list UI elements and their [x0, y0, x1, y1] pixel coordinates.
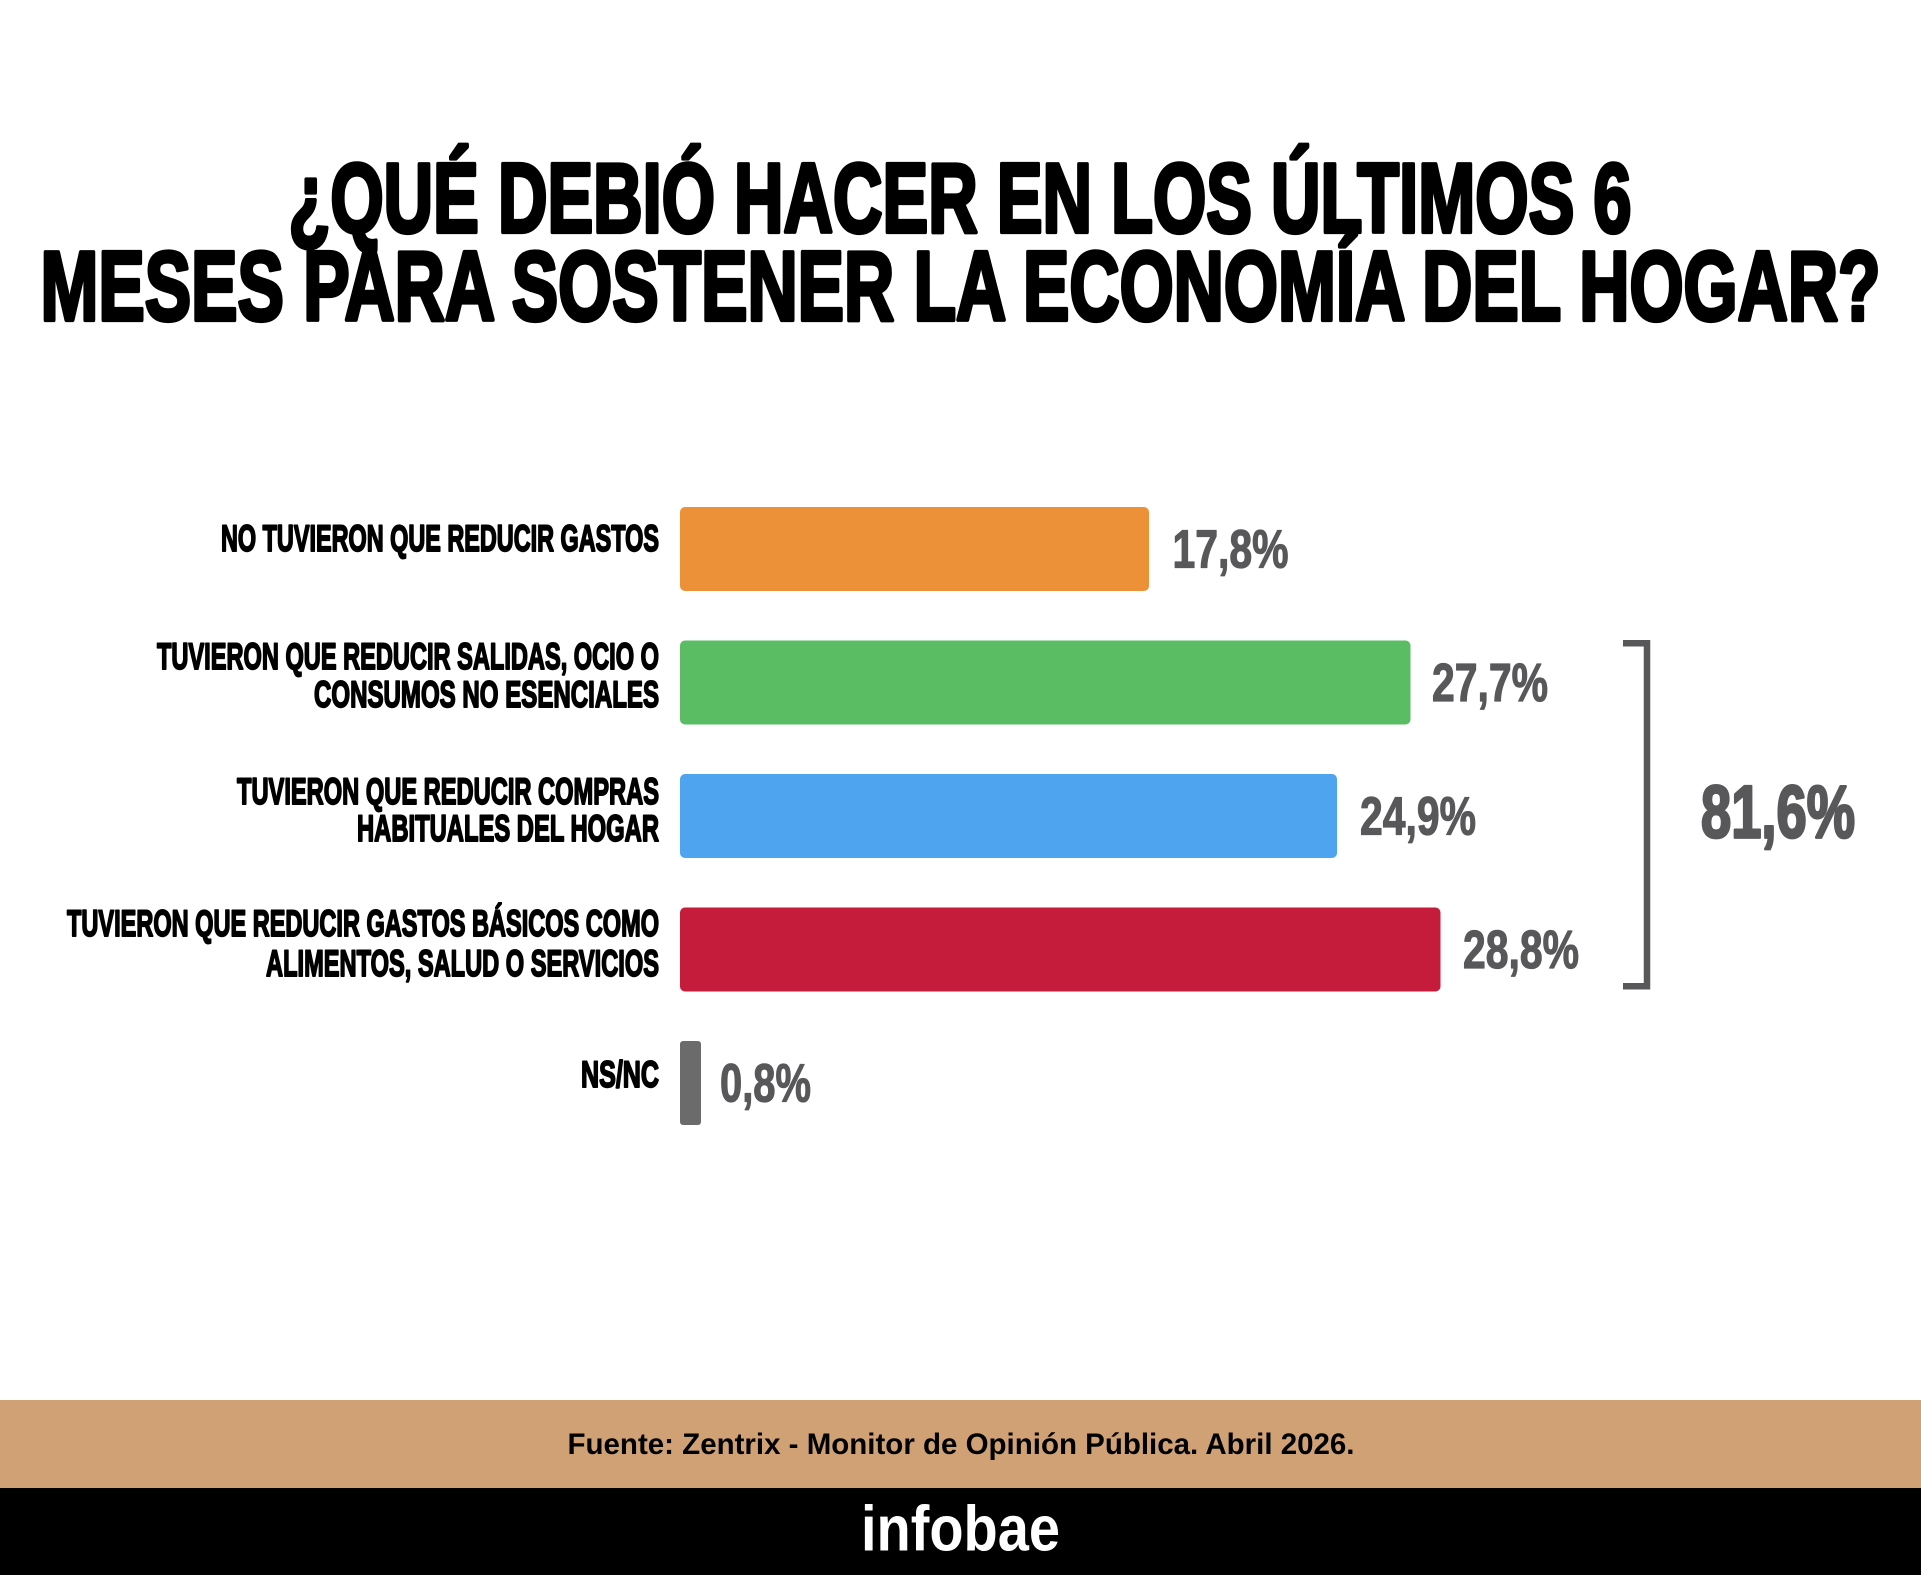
svg-text:infobae: infobae	[861, 1493, 1060, 1565]
svg-text:27,7%: 27,7%	[1432, 654, 1548, 713]
svg-text:MESES PARA SOSTENER LA ECONOMÍ: MESES PARA SOSTENER LA ECONOMÍA DEL HOGA…	[41, 231, 1881, 341]
svg-text:CONSUMOS NO ESENCIALES: CONSUMOS NO ESENCIALES	[314, 673, 659, 715]
svg-text:TUVIERON QUE REDUCIR SALIDAS,: TUVIERON QUE REDUCIR SALIDAS, OCIO O	[157, 635, 659, 677]
svg-text:NO TUVIERON QUE REDUCIR GASTOS: NO TUVIERON QUE REDUCIR GASTOS	[221, 517, 659, 559]
svg-text:81,6%: 81,6%	[1701, 771, 1855, 854]
svg-text:28,8%: 28,8%	[1463, 921, 1579, 980]
svg-text:TUVIERON QUE REDUCIR GASTOS BÁ: TUVIERON QUE REDUCIR GASTOS BÁSICOS COMO	[67, 902, 659, 944]
svg-text:24,9%: 24,9%	[1360, 788, 1476, 847]
svg-text:¿QUÉ DEBIÓ HACER EN LOS ÚLTIMO: ¿QUÉ DEBIÓ HACER EN LOS ÚLTIMOS 6	[289, 143, 1632, 253]
svg-text:Fuente: Zentrix - Monitor de O: Fuente: Zentrix - Monitor de Opinión Púb…	[568, 1428, 1355, 1461]
svg-text:17,8%: 17,8%	[1173, 521, 1289, 580]
svg-text:0,8%: 0,8%	[720, 1055, 811, 1114]
svg-text:NS/NC: NS/NC	[581, 1053, 659, 1095]
svg-text:TUVIERON QUE REDUCIR COMPRAS: TUVIERON QUE REDUCIR COMPRAS	[237, 770, 659, 812]
svg-text:HABITUALES DEL HOGAR: HABITUALES DEL HOGAR	[357, 807, 659, 849]
svg-text:ALIMENTOS, SALUD O SERVICIOS: ALIMENTOS, SALUD O SERVICIOS	[266, 942, 659, 984]
